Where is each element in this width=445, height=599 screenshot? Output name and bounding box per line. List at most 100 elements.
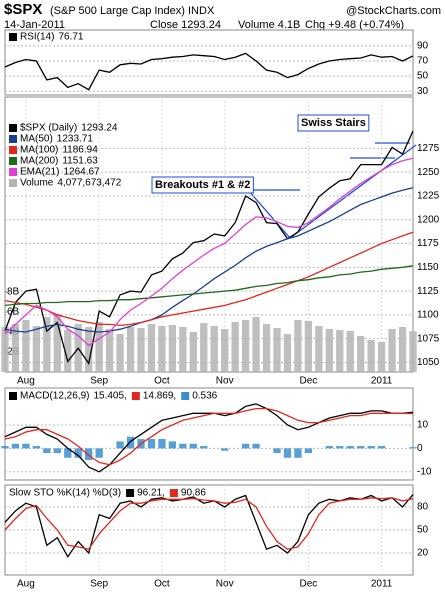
y-tick-label: 20 <box>417 548 429 559</box>
bar <box>53 448 61 454</box>
legend-value: 96.21, <box>137 488 165 499</box>
series-line <box>4 187 414 333</box>
bar <box>221 329 229 372</box>
legend-name: MACD(12,26,9) <box>20 391 89 402</box>
bar <box>1 327 9 372</box>
y-tick-label: 90 <box>417 41 429 52</box>
series-line <box>4 407 414 466</box>
bar <box>346 331 354 372</box>
legend-name: EMA(21) <box>20 167 59 178</box>
change: Chg +9.48 (+0.74%) <box>305 19 404 31</box>
x-tick-label: Oct <box>154 376 170 387</box>
bar <box>105 329 114 372</box>
bar <box>315 326 323 372</box>
bar <box>273 448 281 454</box>
bar <box>252 443 260 449</box>
series-line <box>4 265 414 307</box>
trendline <box>247 189 291 239</box>
legend-swatch <box>126 489 135 497</box>
x-tick-label: Dec <box>299 376 317 387</box>
legend-value: 1186.94 <box>62 145 98 156</box>
legend-value: 14.869, <box>143 391 176 402</box>
y2-tick-label: 6B <box>7 307 20 318</box>
bar <box>147 324 156 372</box>
bar <box>32 446 41 449</box>
trendlines <box>240 142 417 239</box>
date: 14-Jan-2011 <box>4 19 65 31</box>
legend-swatch <box>9 33 17 41</box>
bar <box>189 332 197 372</box>
legend-name: $SPX (Daily) <box>20 123 77 134</box>
y-tick-label: 1250 <box>417 167 440 178</box>
bar <box>325 446 333 449</box>
bar <box>367 446 375 449</box>
bar <box>168 441 177 449</box>
bar <box>346 446 354 449</box>
bar <box>221 448 229 451</box>
bar <box>325 329 333 372</box>
x-tick-label: 2011 <box>371 376 393 387</box>
y-tick-label: -10 <box>417 466 432 477</box>
legend-swatch <box>9 135 17 143</box>
legend-value: 76.71 <box>58 32 83 43</box>
bar <box>231 322 239 372</box>
bar <box>64 330 72 372</box>
bar <box>53 314 61 372</box>
y-tick-label: 1075 <box>417 333 440 344</box>
legend-name: MA(100) <box>20 145 58 156</box>
y-tick-label: 1125 <box>417 286 439 297</box>
bar <box>210 326 218 372</box>
bar <box>126 436 135 449</box>
series-line <box>4 497 414 550</box>
legend-swatch <box>9 146 17 154</box>
panel-title: Slow STO %K(14) %D(3) <box>9 488 121 499</box>
symbol: $SPX <box>4 1 42 18</box>
bar <box>179 443 187 449</box>
trendline <box>289 144 417 239</box>
bar <box>43 317 51 372</box>
series-line <box>4 52 414 91</box>
bar <box>189 443 197 449</box>
bar <box>22 443 30 449</box>
rsi-frame <box>4 29 414 96</box>
legend-swatch <box>169 489 178 497</box>
y-tick-label: 1275 <box>417 143 440 154</box>
bar <box>1 446 9 449</box>
source: @StockCharts.com <box>346 5 441 17</box>
bar <box>304 321 313 372</box>
bar <box>262 324 271 372</box>
bar <box>85 327 93 372</box>
bar <box>158 439 166 449</box>
legend-value: 1293.24 <box>81 123 118 134</box>
y-tick-label: 30 <box>417 86 429 97</box>
bar <box>283 334 292 372</box>
bar <box>283 448 292 458</box>
index-name: (S&P 500 Large Cap Index) INDX <box>50 5 215 17</box>
bar <box>116 441 124 449</box>
y-tick-label: 0 <box>417 443 423 454</box>
bar <box>95 448 103 458</box>
bar <box>273 328 281 372</box>
macd-frame <box>4 387 414 481</box>
legend-value: 1151.63 <box>62 156 98 167</box>
bar <box>241 320 250 372</box>
legend-swatch <box>9 179 17 187</box>
bar <box>179 327 187 372</box>
y-tick-label: 1100 <box>417 310 439 321</box>
x-tick-label: Oct <box>154 579 170 590</box>
legend-swatch <box>9 157 17 165</box>
annotation: Breakouts #1 & #2 <box>155 179 250 191</box>
annotation: Swiss Stairs <box>301 117 366 129</box>
y-tick-label: 1175 <box>417 238 439 249</box>
bar <box>377 446 386 449</box>
bar <box>95 322 103 372</box>
bar <box>200 446 208 449</box>
bar <box>158 326 166 372</box>
bar <box>304 448 313 454</box>
bar <box>377 342 386 372</box>
bar <box>11 443 20 449</box>
legend-value: 90.86 <box>181 488 206 499</box>
y-tick-label: 1150 <box>417 262 439 273</box>
annotation-box <box>151 176 254 194</box>
